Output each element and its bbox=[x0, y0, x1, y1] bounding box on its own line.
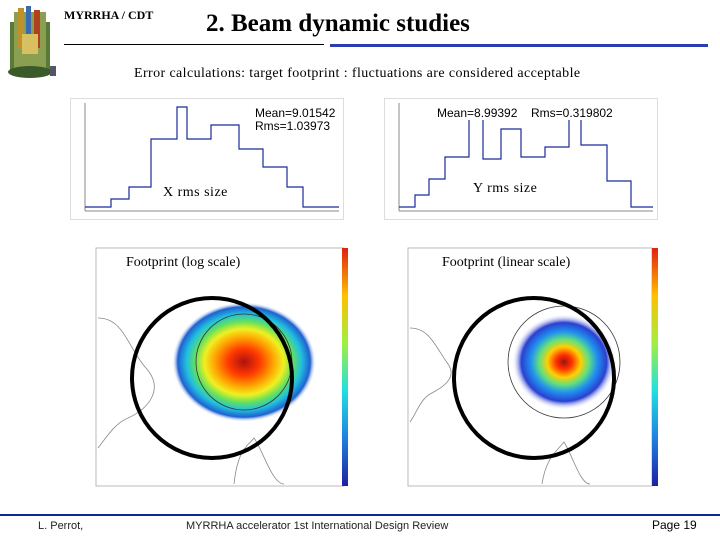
footprint-log-plot: Footprint (log scale) bbox=[84, 238, 366, 494]
page-title: 2. Beam dynamic studies bbox=[206, 10, 470, 37]
footprint-linear-heatmap bbox=[407, 247, 658, 487]
footprint-linear-caption: Footprint (linear scale) bbox=[442, 255, 571, 270]
y-histogram-plot bbox=[398, 103, 653, 212]
footprint-log-heatmap bbox=[95, 247, 348, 487]
footprint-log-caption: Footprint (log scale) bbox=[126, 255, 241, 270]
y-rms-histogram: Mean=8.99392 Rms=0.319802 Y rms size bbox=[384, 98, 658, 220]
header-accent-bar bbox=[330, 44, 708, 47]
footer-divider bbox=[0, 514, 720, 516]
x-rms-histogram: Mean=9.01542 Rms=1.03973 X rms size bbox=[70, 98, 344, 220]
slide-subtitle: Error calculations: target footprint : f… bbox=[134, 66, 581, 81]
page-number: Page 19 bbox=[652, 518, 697, 532]
y-rms-caption: Y rms size bbox=[473, 181, 538, 196]
footer-event: MYRRHA accelerator 1st International Des… bbox=[186, 520, 449, 532]
y-mean-stat: Mean=8.99392 bbox=[437, 106, 518, 120]
x-mean-stat: Mean=9.01542 bbox=[255, 106, 336, 120]
x-rms-stat: Rms=1.03973 bbox=[255, 119, 331, 133]
org-label: MYRRHA / CDT bbox=[64, 8, 154, 22]
x-histogram-plot bbox=[84, 103, 339, 212]
header-divider bbox=[64, 44, 324, 45]
y-rms-stat: Rms=0.319802 bbox=[531, 106, 613, 120]
x-rms-caption: X rms size bbox=[163, 185, 228, 200]
footprint-linear-plot: Footprint (linear scale) bbox=[396, 238, 666, 494]
reactor-logo-icon bbox=[8, 6, 56, 78]
footer-author: L. Perrot, bbox=[38, 520, 84, 532]
